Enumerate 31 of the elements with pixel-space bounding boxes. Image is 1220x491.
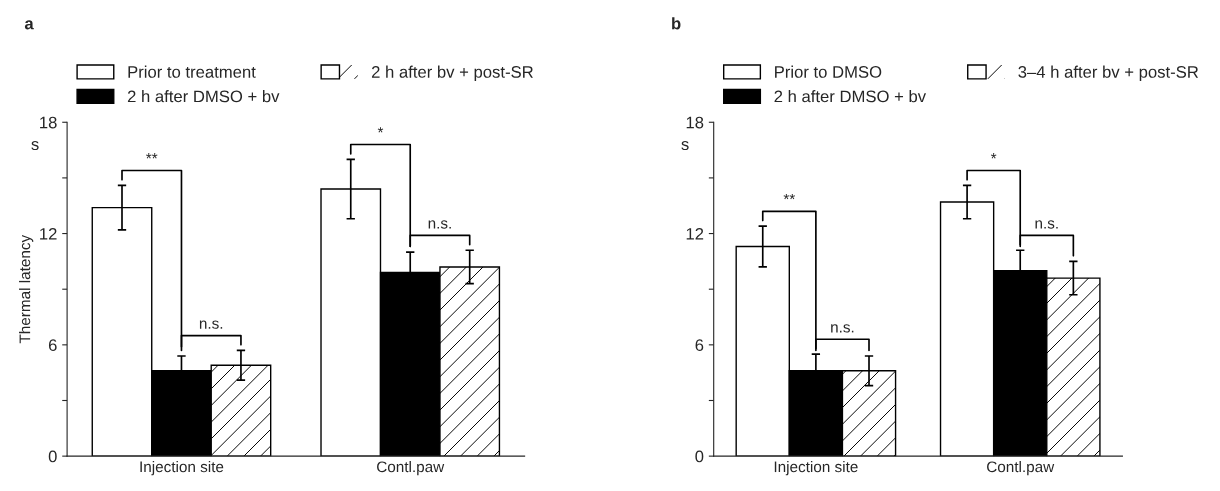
legend-label: 2 h after DMSO + bv [127,90,280,103]
x-tick-label: Contl.paw [987,461,1055,476]
y-axis-title: Thermal latency [19,234,34,344]
y-tick-label: 12 [40,227,57,240]
y-tick-label: 6 [695,339,704,352]
text: s [31,141,39,151]
annotation: n.s. [1035,220,1058,229]
text: s [681,141,689,151]
annotation: n.s. [199,320,223,329]
y-tick-label: 18 [686,116,704,129]
y-tick-label: 12 [686,227,704,240]
x-tick-label: Injection site [774,461,858,476]
legend-label: 2 h after DMSO + bv [774,90,927,103]
y-tick-label: 0 [695,450,704,463]
annotation: n.s. [428,220,451,229]
annotation: ** [783,193,796,200]
legend-label: 2 h after bv + post-SR [371,65,533,82]
x-tick-label: Contl.paw [377,461,445,476]
y-tick-label: 6 [48,339,57,352]
y-tick-label: 0 [48,450,57,463]
legend-label: Prior to DMSO [775,65,882,78]
chart-title: a [24,20,34,30]
annotation: * [377,127,384,133]
annotation: ** [146,153,158,159]
legend-label: 3–4 h after bv + post-SR [1018,65,1199,82]
annotation: * [990,153,997,159]
y-tick-label: 18 [40,116,57,129]
annotation: n.s. [831,324,854,333]
chart-title: b [672,17,681,30]
x-tick-label: Injection site [140,461,224,476]
legend-label: Prior to treatment [128,65,256,78]
